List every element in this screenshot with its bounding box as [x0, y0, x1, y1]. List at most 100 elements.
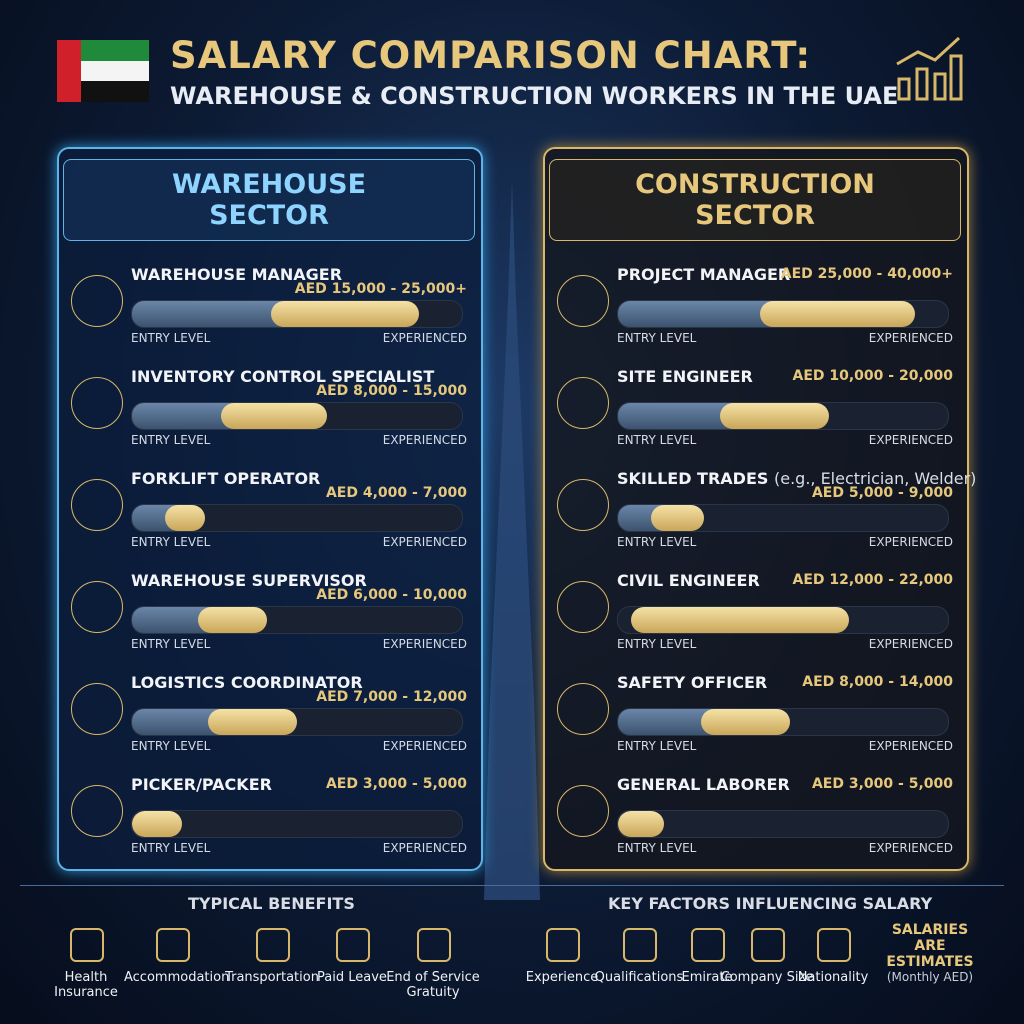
factors-icon: [623, 928, 657, 962]
role-name: INVENTORY CONTROL SPECIALIST: [131, 367, 435, 386]
role-title: WAREHOUSE SUPERVISOR: [131, 571, 367, 590]
experienced-range: [270, 301, 420, 327]
experienced-range: [631, 607, 849, 633]
factors-icon: [691, 928, 725, 962]
salary-range: AED 10,000 - 20,000: [792, 368, 953, 384]
role-icon: [71, 683, 123, 735]
scale-high: EXPERIENCED: [868, 841, 953, 855]
salary-range: AED 25,000 - 40,000+: [780, 266, 953, 282]
role-icon: [71, 785, 123, 837]
scale-high: EXPERIENCED: [382, 331, 467, 345]
role-title: SAFETY OFFICER: [617, 673, 767, 692]
role-icon: [557, 785, 609, 837]
sector-title: WAREHOUSE SECTOR: [63, 159, 475, 241]
salary-range: AED 3,000 - 5,000: [811, 776, 953, 792]
factors-icon: [546, 928, 580, 962]
role-title: SITE ENGINEER: [617, 367, 753, 386]
scale-high: EXPERIENCED: [868, 433, 953, 447]
role-icon: [71, 479, 123, 531]
benefits-icon: [156, 928, 190, 962]
scale-low: ENTRY LEVEL: [131, 331, 211, 345]
role-name: SKILLED TRADES: [617, 469, 769, 488]
experienced-range: [618, 811, 665, 837]
role-name: PROJECT MANAGER: [617, 265, 791, 284]
factors-item: Emirate: [681, 970, 733, 985]
benefits-title: TYPICAL BENEFITS: [188, 894, 355, 913]
role-title: PROJECT MANAGER: [617, 265, 790, 284]
scale-high: EXPERIENCED: [382, 841, 467, 855]
role-icon: [557, 275, 609, 327]
role-name: PICKER/PACKER: [131, 775, 272, 794]
role-icon: [557, 479, 609, 531]
role-title: GENERAL LABORER: [617, 775, 790, 794]
scale-low: ENTRY LEVEL: [617, 433, 697, 447]
salary-bar: [131, 402, 463, 430]
role-icon: [557, 683, 609, 735]
factors-item: Nationality: [797, 970, 869, 985]
role-title: PICKER/PACKER: [131, 775, 272, 794]
experienced-range: [207, 709, 297, 735]
tower: [484, 180, 540, 900]
benefits-item: Health Insurance: [54, 970, 118, 1000]
scale-low: ENTRY LEVEL: [131, 739, 211, 753]
benefits-item: Accommodation: [124, 970, 230, 985]
scale-high: EXPERIENCED: [868, 739, 953, 753]
experienced-range: [132, 811, 182, 837]
salary-bar: [617, 708, 949, 736]
salary-range: AED 4,000 - 7,000: [325, 485, 467, 501]
factors-icon: [751, 928, 785, 962]
salary-bar: [131, 300, 463, 328]
factors-icon: [817, 928, 851, 962]
experienced-range: [165, 505, 205, 531]
salary-bar: [617, 810, 949, 838]
role-title: WAREHOUSE MANAGER: [131, 265, 342, 284]
experienced-range: [651, 505, 704, 531]
role-icon: [71, 275, 123, 327]
role-name: WAREHOUSE SUPERVISOR: [131, 571, 367, 590]
note-subtitle: (Monthly AED): [886, 970, 974, 984]
role-icon: [557, 377, 609, 429]
role-name: CIVIL ENGINEER: [617, 571, 760, 590]
scale-high: EXPERIENCED: [868, 637, 953, 651]
scale-low: ENTRY LEVEL: [131, 841, 211, 855]
experienced-range: [700, 709, 790, 735]
role-name: WAREHOUSE MANAGER: [131, 265, 343, 284]
scale-low: ENTRY LEVEL: [617, 535, 697, 549]
factors-title: KEY FACTORS INFLUENCING SALARY: [608, 894, 933, 913]
role-title: CIVIL ENGINEER: [617, 571, 760, 590]
experienced-range: [759, 301, 915, 327]
role-title: SKILLED TRADES (e.g., Electrician, Welde…: [617, 469, 976, 488]
entry-range: [132, 301, 291, 327]
role-title: LOGISTICS COORDINATOR: [131, 673, 363, 692]
scale-low: ENTRY LEVEL: [617, 331, 697, 345]
salary-bar: [131, 504, 463, 532]
role-name: SITE ENGINEER: [617, 367, 753, 386]
role-title: FORKLIFT OPERATOR: [131, 469, 320, 488]
scale-low: ENTRY LEVEL: [131, 535, 211, 549]
salary-range: AED 6,000 - 10,000: [316, 587, 467, 603]
role-title: INVENTORY CONTROL SPECIALIST: [131, 367, 434, 386]
role-name: SAFETY OFFICER: [617, 673, 768, 692]
divider: [20, 885, 1004, 886]
factors-item: Company Size: [720, 970, 814, 985]
entry-range: [618, 403, 741, 429]
salary-range: AED 8,000 - 15,000: [316, 383, 467, 399]
role-name: LOGISTICS COORDINATOR: [131, 673, 363, 692]
scale-low: ENTRY LEVEL: [131, 637, 211, 651]
salary-range: AED 3,000 - 5,000: [325, 776, 467, 792]
scale-high: EXPERIENCED: [382, 739, 467, 753]
salary-range: AED 7,000 - 12,000: [316, 689, 467, 705]
role-icon: [71, 377, 123, 429]
note: SALARIES ARE ESTIMATES (Monthly AED): [875, 922, 985, 984]
role-icon: [71, 581, 123, 633]
scale-low: ENTRY LEVEL: [617, 739, 697, 753]
role-name: GENERAL LABORER: [617, 775, 790, 794]
scale-low: ENTRY LEVEL: [617, 637, 697, 651]
growth-icon: [896, 36, 963, 101]
experienced-range: [221, 403, 327, 429]
salary-range: AED 15,000 - 25,000+: [294, 281, 467, 297]
experienced-range: [720, 403, 830, 429]
sector-panel: CONSTRUCTION SECTOR PROJECT MANAGER AED 25…: [543, 147, 976, 871]
note-title: SALARIES ARE ESTIMATES: [886, 922, 974, 970]
benefits-icon: [70, 928, 104, 962]
